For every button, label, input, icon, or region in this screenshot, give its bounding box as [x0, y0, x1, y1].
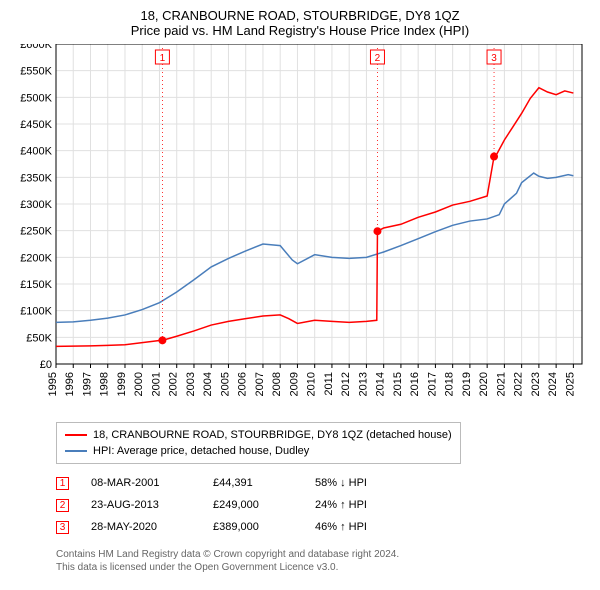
svg-text:£50K: £50K	[26, 332, 52, 344]
sale-marker-num: 1	[56, 477, 69, 490]
sale-row: 2 23-AUG-2013 £249,000 24% ↑ HPI	[56, 494, 588, 516]
sale-price: £249,000	[213, 499, 293, 511]
legend-item: 18, CRANBOURNE ROAD, STOURBRIDGE, DY8 1Q…	[65, 427, 452, 443]
svg-text:£150K: £150K	[20, 279, 52, 291]
svg-text:£550K: £550K	[20, 66, 52, 78]
sale-price: £44,391	[213, 477, 293, 489]
svg-text:1995: 1995	[47, 372, 59, 396]
svg-text:1996: 1996	[64, 372, 76, 396]
svg-text:2015: 2015	[392, 372, 404, 396]
footer-line2: This data is licensed under the Open Gov…	[56, 561, 588, 574]
svg-text:1998: 1998	[99, 372, 111, 396]
sale-date: 23-AUG-2013	[91, 499, 191, 511]
svg-text:2014: 2014	[375, 372, 387, 396]
svg-text:1999: 1999	[116, 372, 128, 396]
svg-text:£350K: £350K	[20, 172, 52, 184]
sale-marker-num: 3	[56, 521, 69, 534]
svg-text:£300K: £300K	[20, 199, 52, 211]
sale-date: 08-MAR-2001	[91, 477, 191, 489]
svg-text:2013: 2013	[357, 372, 369, 396]
svg-text:£600K: £600K	[20, 44, 52, 51]
svg-text:2021: 2021	[495, 372, 507, 396]
svg-text:2004: 2004	[202, 372, 214, 396]
sale-date: 28-MAY-2020	[91, 521, 191, 533]
svg-text:2025: 2025	[564, 372, 576, 396]
svg-text:2011: 2011	[323, 372, 335, 396]
svg-text:1997: 1997	[81, 372, 93, 396]
price-chart: £0 £50K £100K £150K £200K £250K £300K £350K £400…	[12, 44, 588, 414]
legend: 18, CRANBOURNE ROAD, STOURBRIDGE, DY8 1Q…	[56, 422, 461, 464]
svg-text:2017: 2017	[426, 372, 438, 396]
page-title: 18, CRANBOURNE ROAD, STOURBRIDGE, DY8 1Q…	[12, 8, 588, 23]
svg-text:2000: 2000	[133, 372, 145, 396]
sale-row: 1 08-MAR-2001 £44,391 58% ↓ HPI	[56, 472, 588, 494]
svg-text:2003: 2003	[185, 372, 197, 396]
page-subtitle: Price paid vs. HM Land Registry's House …	[12, 23, 588, 38]
svg-text:£100K: £100K	[20, 306, 52, 318]
svg-text:2008: 2008	[271, 372, 283, 396]
chart-svg: £0 £50K £100K £150K £200K £250K £300K £350K £400…	[12, 44, 588, 414]
sale-row: 3 28-MAY-2020 £389,000 46% ↑ HPI	[56, 516, 588, 538]
sale-delta: 24% ↑ HPI	[315, 499, 395, 511]
sale-marker-num: 2	[56, 499, 69, 512]
sale-delta: 46% ↑ HPI	[315, 521, 395, 533]
svg-text:2020: 2020	[478, 372, 490, 396]
svg-text:2019: 2019	[461, 372, 473, 396]
footer-line1: Contains HM Land Registry data © Crown c…	[56, 548, 588, 561]
svg-text:2: 2	[375, 53, 381, 64]
svg-text:2024: 2024	[547, 372, 559, 396]
svg-text:2016: 2016	[409, 372, 421, 396]
svg-text:2023: 2023	[530, 372, 542, 396]
svg-text:£200K: £200K	[20, 252, 52, 264]
footer-attribution: Contains HM Land Registry data © Crown c…	[56, 548, 588, 574]
svg-text:2012: 2012	[340, 372, 352, 396]
svg-text:2001: 2001	[150, 372, 162, 396]
svg-text:2005: 2005	[219, 372, 231, 396]
legend-swatch	[65, 434, 87, 436]
svg-text:£500K: £500K	[20, 92, 52, 104]
sales-table: 1 08-MAR-2001 £44,391 58% ↓ HPI 2 23-AUG-2013…	[56, 472, 588, 538]
svg-text:£0: £0	[40, 359, 52, 371]
sale-price: £389,000	[213, 521, 293, 533]
svg-text:£450K: £450K	[20, 119, 52, 131]
legend-label: HPI: Average price, detached house, Dudl…	[93, 445, 309, 457]
svg-text:2010: 2010	[306, 372, 318, 396]
legend-swatch	[65, 450, 87, 452]
svg-text:2018: 2018	[444, 372, 456, 396]
svg-text:3: 3	[491, 53, 497, 64]
svg-text:£250K: £250K	[20, 226, 52, 238]
legend-label: 18, CRANBOURNE ROAD, STOURBRIDGE, DY8 1Q…	[93, 429, 452, 441]
svg-text:2009: 2009	[288, 372, 300, 396]
svg-text:2002: 2002	[168, 372, 180, 396]
svg-text:2006: 2006	[237, 372, 249, 396]
svg-text:£400K: £400K	[20, 146, 52, 158]
sale-delta: 58% ↓ HPI	[315, 477, 395, 489]
legend-item: HPI: Average price, detached house, Dudl…	[65, 443, 452, 459]
svg-text:2007: 2007	[254, 372, 266, 396]
svg-text:2022: 2022	[513, 372, 525, 396]
svg-text:1: 1	[160, 53, 166, 64]
